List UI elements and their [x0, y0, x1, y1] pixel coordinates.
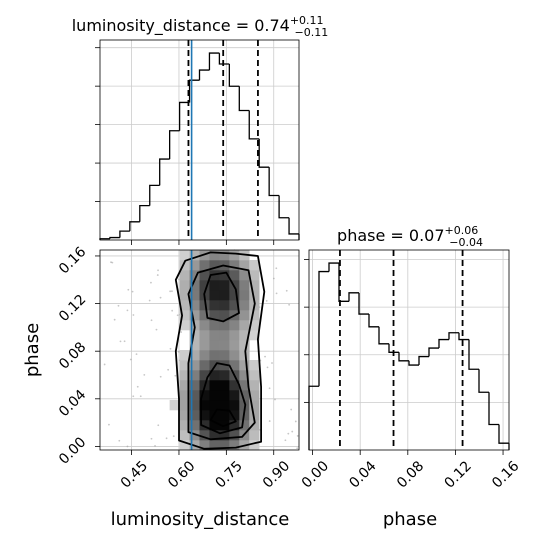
histogram-bin: [408, 360, 419, 366]
phase-marginal: 0.00 0.04 0.08 0.12 0.16: [299, 249, 523, 492]
histogram-bin: [119, 230, 130, 238]
x-tick-label: 0.04: [346, 458, 379, 491]
histogram-bin: [468, 339, 479, 370]
histogram-bin: [139, 204, 150, 222]
x-tick-label: 0.12: [442, 458, 475, 491]
histogram-bin: [238, 86, 250, 112]
histogram-bin: [378, 326, 389, 345]
y-axis-label-phase: phase: [22, 323, 43, 377]
histogram-bin: [428, 347, 439, 357]
histogram-bin: [388, 343, 399, 353]
density-contour: [200, 362, 247, 435]
x-tick-label: 0.16: [489, 458, 522, 491]
histogram-bin: [178, 101, 190, 131]
x-axis-label-phase: phase: [383, 509, 437, 530]
joint-density-panel: 0.45 0.60 0.75 0.90 0.00 0.04 0.08 0.12 0.16: [56, 244, 300, 492]
histogram-bin: [129, 221, 140, 232]
histogram-bin: [198, 69, 210, 81]
x-tick-label: 0.00: [299, 458, 332, 491]
histogram-bin: [208, 52, 220, 71]
histogram-bin: [458, 332, 469, 341]
histogram-bin: [478, 369, 489, 393]
y-tick-label: 0.12: [56, 292, 89, 325]
y-tick-label: 0.08: [56, 339, 89, 372]
histogram-bin: [448, 332, 459, 340]
x-tick-label: 0.08: [394, 458, 427, 491]
histogram-bin: [288, 217, 299, 235]
y-tick-label: 0.04: [56, 387, 89, 420]
histogram-bin: [348, 292, 359, 302]
histogram-bin: [188, 79, 200, 103]
x-axis-label-luminosity-distance: luminosity_distance: [111, 509, 290, 530]
x-tick-label: 0.90: [260, 458, 293, 491]
density-contour: [187, 264, 256, 441]
density-cells: [169, 250, 260, 451]
density-contour: [203, 271, 240, 323]
x-tick-label: 0.45: [118, 458, 151, 491]
histogram-bin: [169, 130, 180, 160]
histogram-bin: [268, 167, 280, 197]
density-contour: [174, 251, 266, 450]
histogram-bin: [418, 355, 429, 366]
histogram-bin: [338, 263, 349, 302]
histogram-bin: [228, 64, 240, 87]
x-tick-label: 0.75: [212, 458, 245, 491]
x-tick-label: 0.60: [165, 458, 198, 491]
histogram-bin: [318, 270, 329, 387]
histogram-bin: [109, 236, 120, 239]
histogram-bin: [488, 392, 499, 426]
y-tick-label: 0.16: [56, 244, 89, 277]
luminosity-distance-title: luminosity_distance = 0.74+0.11 −0.11: [72, 14, 329, 39]
histogram-bin: [159, 158, 170, 186]
histogram-bin: [438, 338, 449, 349]
histogram-bin: [258, 138, 270, 168]
histogram-bin: [398, 352, 409, 362]
histogram-bin: [498, 424, 509, 444]
y-tick-label: 0.00: [56, 434, 89, 467]
histogram-bin: [328, 262, 339, 272]
histogram-bin: [149, 184, 160, 206]
phase-title: phase = 0.07+0.06 −0.04: [337, 224, 483, 249]
histogram-bin: [308, 385, 319, 450]
histogram-bin: [358, 292, 369, 315]
histogram-bin: [368, 314, 379, 328]
histogram-bin: [248, 110, 260, 140]
luminosity-distance-marginal: [95, 39, 300, 245]
histogram-bin: [278, 195, 290, 219]
density-contour: [209, 408, 237, 428]
histogram-bin: [218, 53, 230, 65]
